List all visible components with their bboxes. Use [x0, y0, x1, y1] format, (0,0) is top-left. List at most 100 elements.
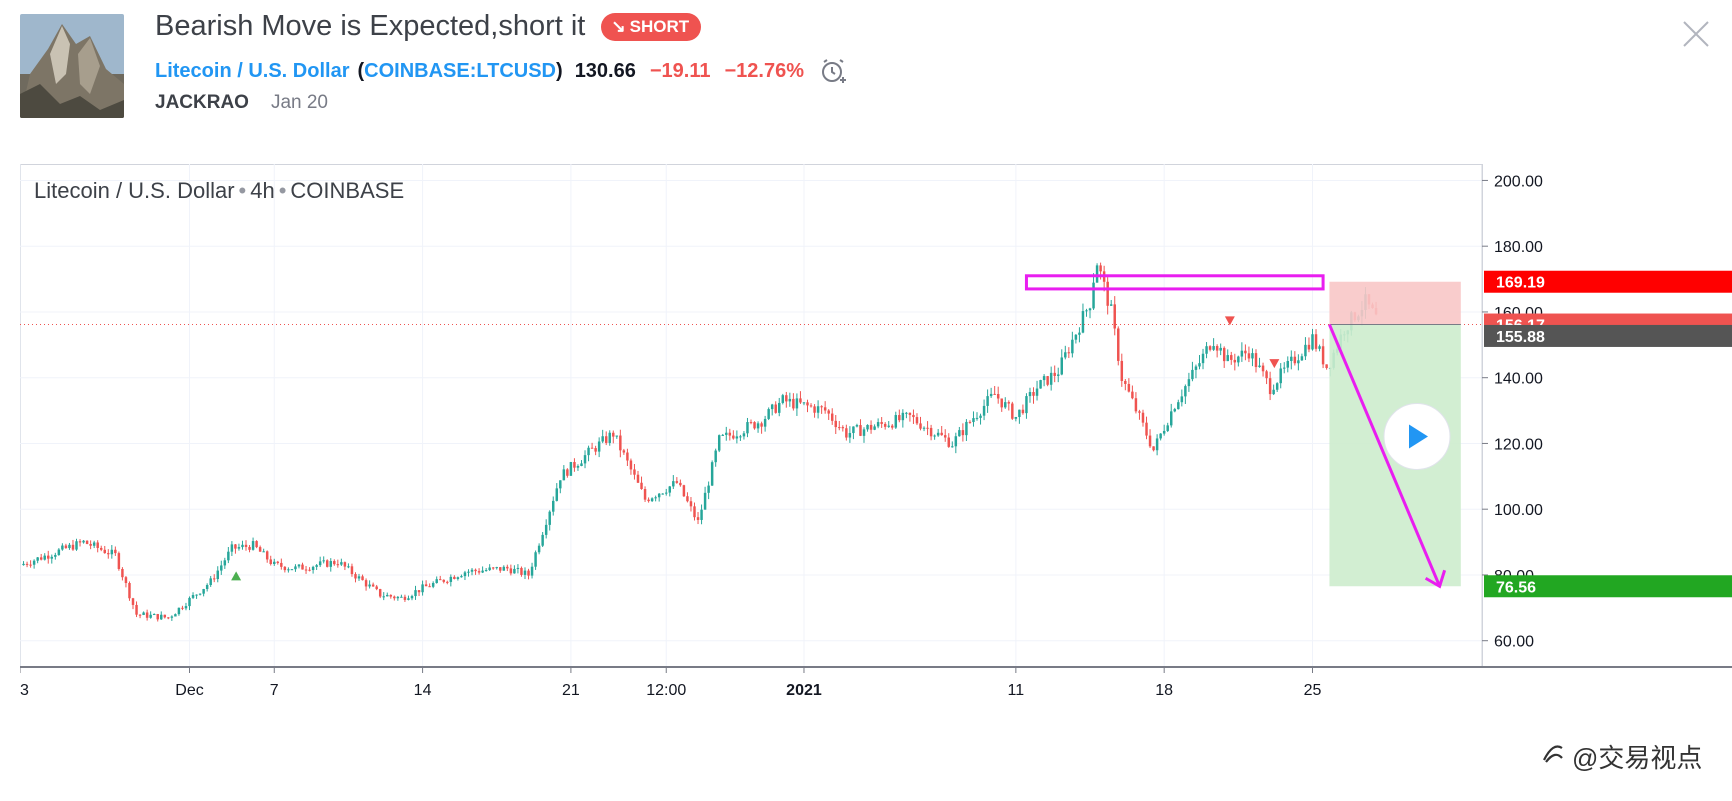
candle-body [636, 474, 640, 483]
candle-body [1230, 355, 1233, 360]
candle-body [707, 485, 710, 493]
candle-body [876, 422, 880, 427]
candle-body [562, 469, 566, 481]
candle-body [1042, 376, 1046, 381]
candle-body [580, 463, 583, 467]
candle-body [1261, 365, 1265, 372]
candle-body [612, 432, 615, 437]
close-icon[interactable] [1680, 18, 1712, 50]
candle-body [212, 578, 216, 580]
candle-body [128, 583, 131, 599]
x-tick-label: 3 [20, 682, 29, 699]
candle-body [527, 570, 530, 576]
candle-body [1148, 435, 1152, 447]
symbol-name-link[interactable]: Litecoin / U.S. Dollar [155, 59, 350, 82]
candle-body [1279, 368, 1282, 384]
candle-body [209, 578, 212, 585]
candle-body [1046, 376, 1049, 385]
x-tick-label: 14 [414, 682, 432, 699]
candle-body [555, 488, 559, 501]
candle-body [1134, 398, 1138, 412]
candle-body [64, 545, 68, 549]
candle-body [516, 567, 520, 569]
candle-body [951, 446, 954, 448]
candle-body [520, 567, 523, 575]
candle-body [329, 561, 332, 567]
chart-exchange: COINBASE [290, 178, 405, 203]
candle-body [679, 482, 682, 486]
candle-body [852, 426, 855, 434]
candle-body [1226, 355, 1229, 362]
candle-body [1152, 446, 1155, 451]
candle-body [265, 551, 269, 560]
candle-body [559, 480, 562, 489]
candle-body [1170, 411, 1173, 426]
candle-body [71, 544, 75, 550]
candle-body [947, 437, 950, 447]
x-tick-label: 12:00 [646, 682, 686, 699]
candle-body [668, 486, 672, 493]
candle-body [717, 435, 721, 451]
author-avatar[interactable] [20, 14, 124, 118]
candle-body [248, 546, 251, 550]
candle-body [495, 567, 498, 569]
candle-body [1035, 388, 1039, 396]
candle-body [778, 402, 781, 413]
candle-body [943, 435, 947, 438]
candle-body [816, 406, 820, 413]
candle-body [89, 543, 92, 546]
candle-body [682, 485, 686, 497]
author-name[interactable]: JACKRAO [155, 92, 249, 113]
x-tick-label: Dec [175, 682, 203, 699]
candle-body [156, 614, 159, 620]
candle-body [234, 544, 237, 549]
candle-body [1300, 356, 1304, 361]
candle-body [1318, 346, 1321, 349]
arrow-down-right-icon: ↘ [611, 16, 626, 36]
candle-body [1286, 360, 1290, 368]
alarm-clock-icon[interactable] [818, 56, 848, 86]
candle-body [601, 436, 604, 442]
sell-signal-marker [1224, 316, 1235, 326]
candle-body [68, 544, 71, 549]
stop-loss-zone [1329, 281, 1461, 325]
candle-body [1325, 364, 1328, 369]
candle-body [802, 402, 806, 404]
candle-body [1032, 392, 1035, 396]
candle-body [1141, 412, 1145, 423]
price-chart[interactable]: 200.00180.00160.00140.00120.00100.0080.0… [20, 164, 1732, 776]
candles [22, 262, 1378, 622]
candle-body [188, 597, 191, 607]
candle-body [1106, 281, 1109, 306]
candle-body [393, 596, 396, 599]
candle-body [290, 569, 294, 571]
candle-body [781, 395, 785, 403]
candle-body [537, 545, 541, 553]
candle-body [110, 549, 114, 555]
candle-body [467, 571, 470, 573]
candle-body [61, 545, 64, 550]
candle-body [315, 565, 318, 567]
candle-body [1124, 380, 1127, 384]
candle-body [608, 432, 611, 443]
candle-body [590, 447, 594, 449]
candle-body [703, 492, 707, 510]
candle-body [311, 566, 315, 571]
candle-body [566, 469, 569, 476]
chart-legend: Litecoin / U.S. Dollar • 4h • COINBASE [34, 178, 405, 203]
candle-body [940, 432, 943, 436]
candle-body [82, 540, 85, 543]
candle-body [1304, 344, 1307, 357]
candle-body [908, 412, 912, 415]
candle-body [318, 561, 322, 566]
candle-body [594, 448, 597, 452]
candle-body [922, 427, 926, 429]
candle-body [1060, 357, 1063, 375]
symbol-code-link[interactable]: COINBASE:LTCUSD [364, 59, 557, 82]
candle-body [1251, 353, 1254, 359]
candle-body [174, 614, 177, 617]
candle-body [661, 493, 664, 495]
candle-body [1297, 360, 1300, 364]
candle-body [1127, 383, 1131, 392]
candle-body [848, 433, 852, 438]
